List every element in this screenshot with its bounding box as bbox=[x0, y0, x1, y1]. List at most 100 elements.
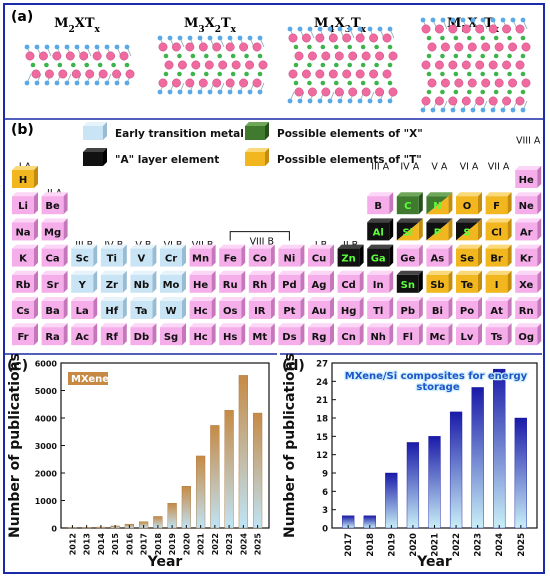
bar bbox=[428, 436, 441, 529]
element-Mg: Mg bbox=[41, 218, 68, 241]
cube-face bbox=[337, 301, 360, 319]
element-symbol: Al bbox=[373, 227, 384, 238]
element-H: H bbox=[12, 166, 38, 188]
t-atom bbox=[460, 107, 466, 113]
t-atom bbox=[470, 107, 476, 113]
cube-top bbox=[485, 323, 512, 328]
cube-top bbox=[41, 323, 68, 328]
metal-atom bbox=[212, 78, 222, 88]
cube-face bbox=[515, 196, 538, 215]
cube-side bbox=[389, 270, 394, 293]
metal-atom bbox=[185, 42, 195, 52]
t-atom bbox=[387, 98, 393, 104]
t-atom bbox=[44, 44, 50, 50]
x-axis-label: Year bbox=[416, 554, 452, 570]
y-tick-label: 3000 bbox=[35, 442, 58, 451]
x-tick-label: 2025 bbox=[517, 533, 527, 557]
t-atom bbox=[337, 26, 343, 32]
structure-2 bbox=[157, 35, 268, 95]
element-Ni: Ni bbox=[278, 244, 305, 267]
t-atom bbox=[480, 107, 486, 113]
cube-top bbox=[485, 192, 512, 197]
x-atom bbox=[493, 35, 499, 41]
t-atom bbox=[167, 35, 173, 41]
x-atom bbox=[97, 62, 103, 68]
y-axis-label: Number of publications bbox=[7, 353, 23, 538]
bar bbox=[471, 387, 484, 529]
group-label: VIII B bbox=[250, 236, 274, 247]
cube-face bbox=[219, 327, 242, 346]
x-tick-label: 2020 bbox=[409, 533, 419, 557]
cube-top bbox=[12, 297, 38, 301]
element-symbol: Rg bbox=[312, 332, 327, 343]
cube-face bbox=[515, 274, 538, 293]
bar bbox=[167, 503, 177, 529]
cube-top bbox=[278, 323, 305, 328]
cube-top bbox=[337, 297, 364, 301]
cube-face bbox=[367, 196, 390, 215]
cube-side bbox=[34, 270, 38, 293]
t-atom bbox=[367, 98, 373, 104]
legend-cube-face bbox=[83, 152, 103, 166]
cube-face bbox=[100, 248, 123, 267]
legend-cube-top bbox=[245, 148, 269, 152]
cube-face bbox=[71, 274, 94, 293]
t-atom bbox=[177, 35, 183, 41]
element-La: La bbox=[71, 297, 98, 319]
element-Rg: Rg bbox=[308, 323, 334, 346]
bar bbox=[449, 411, 463, 529]
x-atom bbox=[347, 62, 353, 68]
element-symbol: Ts bbox=[491, 332, 502, 343]
cube-side bbox=[537, 166, 542, 188]
t-atom bbox=[307, 98, 313, 104]
cube-face bbox=[189, 274, 212, 293]
legend-item: Early transition metal bbox=[83, 122, 244, 140]
cube-side bbox=[63, 192, 68, 215]
cube-top bbox=[367, 192, 394, 197]
cube-side bbox=[418, 297, 423, 319]
cube-side bbox=[389, 244, 394, 267]
y-tick-label: 5000 bbox=[35, 387, 58, 396]
element-symbol: Ar bbox=[520, 227, 533, 238]
element-symbol: Ac bbox=[75, 332, 89, 343]
x-tick-label: 2021 bbox=[431, 533, 441, 557]
structure-title: M3X2Tx bbox=[184, 16, 237, 35]
t-atom bbox=[347, 98, 353, 104]
metal-atom bbox=[342, 69, 352, 79]
element-symbol: Pd bbox=[282, 280, 297, 291]
x-atom bbox=[426, 71, 432, 77]
t-atom bbox=[237, 35, 243, 41]
x-tick-label: 2022 bbox=[211, 533, 220, 555]
metal-atom bbox=[191, 60, 201, 70]
cube-top bbox=[12, 323, 38, 328]
cube-side bbox=[507, 192, 512, 215]
element-symbol: Rf bbox=[106, 332, 119, 343]
t-atom bbox=[217, 89, 223, 95]
x-tick-label: 2014 bbox=[97, 533, 106, 556]
cube-top bbox=[248, 323, 275, 328]
metal-atom bbox=[71, 69, 81, 79]
cube-top bbox=[219, 244, 246, 249]
element-symbol: Ne bbox=[519, 201, 534, 212]
element-In: In bbox=[367, 270, 394, 293]
x-atom bbox=[307, 44, 312, 50]
x-atom bbox=[440, 71, 445, 77]
cube-top bbox=[396, 270, 423, 275]
element-symbol: Ca bbox=[46, 254, 60, 265]
t-atom bbox=[187, 35, 193, 41]
element-symbol: Si bbox=[402, 227, 413, 238]
element-Mc: Mc bbox=[426, 323, 453, 346]
cube-top bbox=[515, 323, 542, 328]
metal-atom bbox=[38, 51, 48, 61]
y-tick-label: 3 bbox=[322, 506, 328, 516]
cube-face bbox=[308, 327, 330, 346]
element-Ru: Ru bbox=[219, 270, 246, 293]
metal-atom bbox=[521, 42, 531, 52]
element-K: K bbox=[12, 244, 38, 267]
cube-top bbox=[71, 323, 98, 328]
cube-face bbox=[219, 301, 242, 319]
element-Ar: Ar bbox=[515, 218, 542, 241]
x-atom bbox=[244, 53, 249, 59]
x-atom bbox=[453, 53, 459, 59]
legend-cube-face bbox=[245, 152, 265, 166]
